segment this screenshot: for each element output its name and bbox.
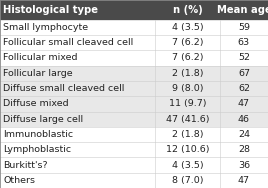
Text: 2 (1.8): 2 (1.8): [172, 130, 203, 139]
Text: Others: Others: [3, 176, 35, 185]
Bar: [0, 111, 268, 127]
Text: 52: 52: [238, 53, 250, 62]
Text: 63: 63: [238, 38, 250, 47]
Bar: [0, 50, 268, 66]
Text: 7 (6.2): 7 (6.2): [172, 53, 203, 62]
Bar: [155, 0, 220, 20]
Text: Burkitt's?: Burkitt's?: [3, 161, 48, 170]
Text: 12 (10.6): 12 (10.6): [166, 145, 209, 154]
Bar: [0, 127, 268, 142]
Text: Small lymphocyte: Small lymphocyte: [3, 23, 88, 32]
Bar: [0, 96, 268, 111]
Text: Mean age: Mean age: [217, 5, 268, 15]
Text: 7 (6.2): 7 (6.2): [172, 38, 203, 47]
Bar: [220, 0, 268, 20]
Text: 62: 62: [238, 84, 250, 93]
Text: Immunoblastic: Immunoblastic: [3, 130, 73, 139]
Text: Follicular small cleaved cell: Follicular small cleaved cell: [3, 38, 133, 47]
Text: 24: 24: [238, 130, 250, 139]
Bar: [0, 157, 268, 173]
Text: 8 (7.0): 8 (7.0): [172, 176, 203, 185]
Text: 4 (3.5): 4 (3.5): [172, 161, 203, 170]
Bar: [0, 35, 268, 50]
Text: 47 (41.6): 47 (41.6): [166, 115, 209, 124]
Bar: [0, 142, 268, 157]
Text: n (%): n (%): [173, 5, 203, 15]
Bar: [0, 66, 268, 81]
Text: 9 (8.0): 9 (8.0): [172, 84, 203, 93]
Bar: [0, 0, 155, 20]
Text: Diffuse mixed: Diffuse mixed: [3, 99, 69, 108]
Text: Diffuse small cleaved cell: Diffuse small cleaved cell: [3, 84, 125, 93]
Text: Lymphoblastic: Lymphoblastic: [3, 145, 71, 154]
Text: 4 (3.5): 4 (3.5): [172, 23, 203, 32]
Bar: [0, 173, 268, 188]
Text: 36: 36: [238, 161, 250, 170]
Bar: [0, 81, 268, 96]
Text: 28: 28: [238, 145, 250, 154]
Text: 46: 46: [238, 115, 250, 124]
Bar: [0, 20, 268, 35]
Text: 47: 47: [238, 176, 250, 185]
Text: Diffuse large cell: Diffuse large cell: [3, 115, 83, 124]
Text: 67: 67: [238, 69, 250, 78]
Text: Follicular large: Follicular large: [3, 69, 73, 78]
Text: Histological type: Histological type: [3, 5, 98, 15]
Text: 2 (1.8): 2 (1.8): [172, 69, 203, 78]
Text: 59: 59: [238, 23, 250, 32]
Text: Follicular mixed: Follicular mixed: [3, 53, 78, 62]
Text: 47: 47: [238, 99, 250, 108]
Text: 11 (9.7): 11 (9.7): [169, 99, 206, 108]
